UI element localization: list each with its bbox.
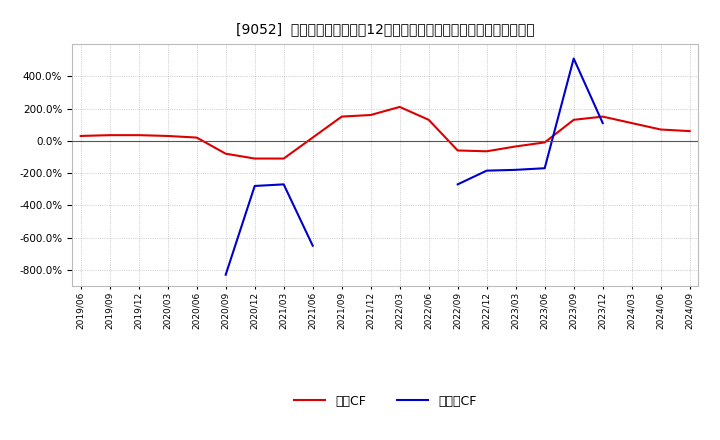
営業CF xyxy=(657,127,665,132)
営業CF xyxy=(454,148,462,153)
Line: フリーCF: フリーCF xyxy=(225,184,312,275)
営業CF xyxy=(598,114,607,119)
営業CF xyxy=(482,149,491,154)
フリーCF xyxy=(279,182,288,187)
営業CF xyxy=(105,132,114,138)
営業CF xyxy=(338,114,346,119)
Line: 営業CF: 営業CF xyxy=(81,107,690,158)
フリーCF xyxy=(221,272,230,277)
営業CF xyxy=(424,117,433,122)
営業CF xyxy=(366,112,375,117)
営業CF xyxy=(251,156,259,161)
フリーCF xyxy=(308,243,317,248)
営業CF xyxy=(163,133,172,139)
営業CF xyxy=(395,104,404,110)
Title: [9052]  キャッシュフローの12か月移動合計の対前年同期増減率の推移: [9052] キャッシュフローの12か月移動合計の対前年同期増減率の推移 xyxy=(236,22,534,36)
営業CF xyxy=(570,117,578,122)
Legend: 営業CF, フリーCF: 営業CF, フリーCF xyxy=(289,390,482,413)
営業CF xyxy=(192,135,201,140)
営業CF xyxy=(541,140,549,145)
営業CF xyxy=(308,135,317,140)
営業CF xyxy=(511,144,520,149)
営業CF xyxy=(627,121,636,126)
営業CF xyxy=(135,132,143,138)
営業CF xyxy=(76,133,85,139)
営業CF xyxy=(221,151,230,156)
営業CF xyxy=(279,156,288,161)
営業CF xyxy=(685,128,694,134)
フリーCF xyxy=(251,183,259,189)
